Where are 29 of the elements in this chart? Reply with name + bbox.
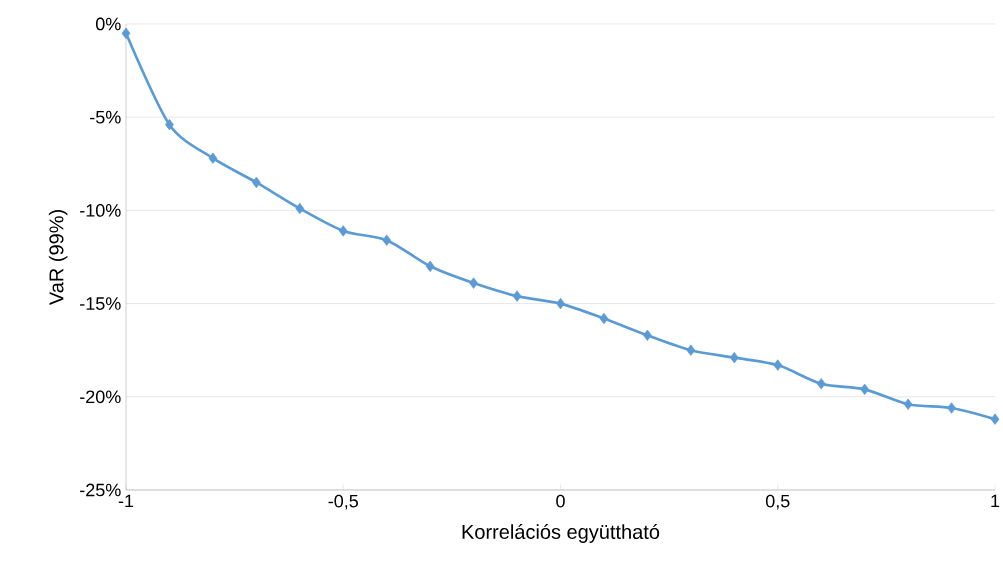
- x-axis-title: Korrelációs együttható: [462, 524, 660, 543]
- point: [729, 351, 739, 364]
- y-tick-label: -5%: [90, 110, 121, 124]
- y-tick-label: -20%: [80, 390, 121, 404]
- x-tick-label: 0: [556, 494, 565, 508]
- point: [382, 234, 392, 246]
- point: [295, 202, 305, 215]
- point: [512, 290, 522, 302]
- y-axis-title: VaR (99%): [48, 210, 68, 306]
- point: [121, 27, 131, 39]
- y-tick-label: 0%: [95, 17, 121, 31]
- point: [643, 329, 652, 341]
- x-tick-label: 1: [991, 494, 1000, 508]
- point: [599, 312, 609, 325]
- point: [425, 260, 435, 272]
- point: [816, 378, 826, 390]
- point: [860, 383, 869, 395]
- y-tick-label: -15%: [80, 297, 121, 310]
- y-tick-label: -10%: [80, 204, 121, 217]
- point: [469, 277, 478, 289]
- point: [903, 398, 913, 410]
- point: [686, 344, 696, 356]
- point: [947, 402, 956, 414]
- point: [338, 225, 348, 237]
- point: [990, 413, 1000, 425]
- point: [208, 152, 218, 164]
- point: [773, 359, 783, 371]
- x-tick-label: -0,5: [328, 494, 359, 510]
- x-tick-label: 0,5: [765, 494, 790, 510]
